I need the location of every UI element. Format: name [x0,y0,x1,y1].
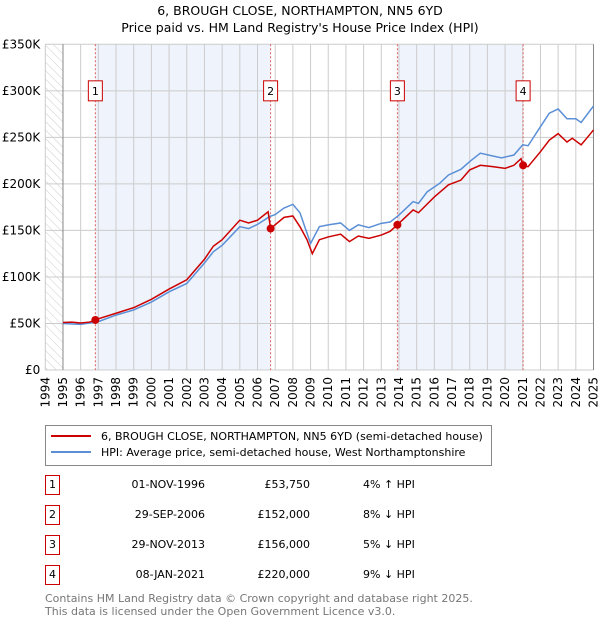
x-tick-label: 2015 [410,377,424,408]
x-tick-label: 2017 [445,377,459,408]
y-tick-label: £100K [2,270,42,284]
x-tick-label: 1995 [56,377,70,408]
chart-subtitle: Price paid vs. HM Land Registry's House … [121,20,479,35]
x-tick-label: 2007 [268,377,282,408]
transaction-hpi: 9% ↓ HPI [363,568,415,581]
x-tick-label: 1998 [109,377,123,408]
x-tick-label: 2001 [162,377,176,408]
x-tick-label: 2012 [357,377,371,408]
transaction-hpi: 5% ↓ HPI [363,538,415,551]
x-tick-label: 2024 [569,377,583,408]
y-tick-label: £350K [2,37,42,51]
transaction-date: 29-NOV-2013 [131,538,205,551]
transaction-price: £220,000 [257,568,311,581]
legend: 6, BROUGH CLOSE, NORTHAMPTON, NN5 6YD (s… [45,425,492,466]
x-tick-label: 1999 [127,377,141,408]
y-tick-label: £200K [2,177,42,191]
x-tick-label: 2016 [427,377,441,408]
transaction-price: £156,000 [257,538,311,551]
x-tick-label: 1997 [91,377,105,408]
transaction-hpi: 4% ↑ HPI [363,478,415,491]
transaction-date: 29-SEP-2006 [134,508,205,521]
y-tick-label: £250K [2,130,42,144]
x-tick-label: 2013 [374,377,388,408]
y-tick-label: £50K [10,316,42,330]
y-tick-label: £0 [25,363,40,377]
x-tick-label: 1996 [74,377,88,408]
sale-label: 3 [394,85,401,98]
legend-swatch-red [51,435,91,437]
sale-label: 1 [92,85,99,98]
sale-label-box [263,80,279,102]
shaded-range [397,44,524,371]
transaction-date: 01-NOV-1996 [131,478,205,491]
transaction-number: 4 [45,565,60,585]
x-tick-label: 2005 [233,377,247,408]
hatched-region [45,44,63,371]
x-tick-label: 2020 [498,377,512,408]
legend-swatch-blue [51,451,91,453]
x-tick-label: 2004 [215,377,229,408]
chart-title: 6, BROUGH CLOSE, NORTHAMPTON, NN5 6YD [157,3,443,18]
x-tick-label: 2010 [321,377,335,408]
transaction-number: 2 [45,505,60,525]
sale-point [393,220,402,229]
x-tick-label: 2003 [197,377,211,408]
sale-label-box [389,80,405,102]
transaction-number: 3 [45,535,60,555]
y-tick-label: £300K [2,84,42,98]
sale-point [91,315,100,324]
x-tick-label: 2018 [463,377,477,408]
x-tick-label: 2009 [304,377,318,408]
legend-label: 6, BROUGH CLOSE, NORTHAMPTON, NN5 6YD (s… [101,429,483,443]
sale-point [519,161,528,170]
sale-label: 4 [520,85,527,98]
sale-label-box [515,80,531,102]
transaction-hpi: 8% ↓ HPI [363,508,415,521]
price-chart: 1994 1995 1996 1997 1998 1999 2000 2001 2002 2003… [2,37,600,408]
footer: Contains HM Land Registry data © Crown c… [45,592,473,618]
x-tick-label: 2023 [551,377,565,408]
x-tick-label: 2019 [480,377,494,408]
legend-item-hpi: HPI: Average price, semi-detached house,… [46,444,483,460]
x-tick-label: 2000 [144,377,158,408]
sale-label-box [87,80,103,102]
transaction-number: 1 [45,475,60,495]
legend-item-property: 6, BROUGH CLOSE, NORTHAMPTON, NN5 6YD (s… [46,428,483,444]
x-tick-label: 2022 [533,377,547,408]
x-tick-label: 2011 [339,377,353,408]
legend-label: HPI: Average price, semi-detached house,… [101,445,466,459]
x-tick-label: 2002 [180,377,194,408]
footer-line: This data is licensed under the Open Gov… [45,605,396,618]
y-tick-label: £150K [2,223,42,237]
transaction-price: £53,750 [264,478,311,491]
hpi-line [62,105,595,326]
footer-line: Contains HM Land Registry data © Crown c… [45,592,473,605]
shaded-range [95,44,271,371]
x-tick-label: 1994 [38,377,52,408]
x-tick-label: 2006 [251,377,265,408]
x-tick-label: 2025 [587,377,600,408]
transaction-date: 08-JAN-2021 [135,568,205,581]
x-tick-label: 2008 [286,377,300,408]
transaction-price: £152,000 [257,508,311,521]
x-tick-label: 2014 [392,377,406,408]
sale-point [266,224,275,233]
x-tick-label: 2021 [516,377,530,408]
sale-label: 2 [267,85,274,98]
